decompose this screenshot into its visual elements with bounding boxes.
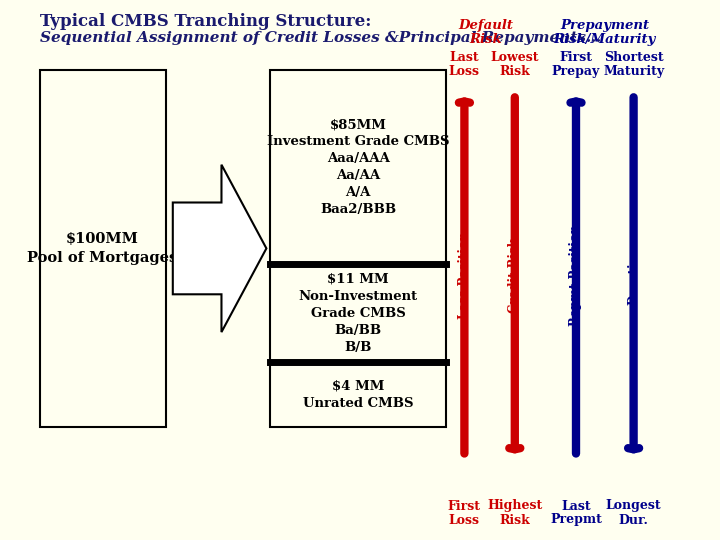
Text: Lowest
Risk: Lowest Risk (490, 51, 539, 78)
Bar (270, 70, 446, 265)
Bar (270, 362, 446, 427)
Text: Credit Risk: Credit Risk (508, 238, 521, 313)
Text: $100MM
Pool of Mortgages: $100MM Pool of Mortgages (27, 232, 178, 265)
Polygon shape (173, 165, 266, 332)
Text: $11 MM
Non-Investment
Grade CMBS
Ba/BB
B/B: $11 MM Non-Investment Grade CMBS Ba/BB B… (299, 273, 418, 354)
Bar (270, 70, 446, 427)
Text: Sequential Assignment of Credit Losses &Principal Repayments…: Sequential Assignment of Credit Losses &… (40, 31, 601, 45)
Text: Prepayment
Risk/Maturity: Prepayment Risk/Maturity (554, 19, 656, 46)
Bar (270, 265, 446, 362)
Bar (40, 70, 166, 427)
Text: First
Loss: First Loss (448, 500, 481, 526)
Text: Highest
Risk: Highest Risk (487, 500, 542, 526)
Text: Repmt Position: Repmt Position (570, 225, 582, 326)
Text: Shortest
Maturity: Shortest Maturity (603, 51, 664, 78)
Text: Last
Loss: Last Loss (449, 51, 480, 78)
Text: Loss Position: Loss Position (458, 232, 471, 319)
Text: Duration: Duration (627, 246, 640, 305)
Text: First
Prepay: First Prepay (552, 51, 600, 78)
Text: Longest
Dur.: Longest Dur. (606, 500, 662, 526)
Text: Typical CMBS Tranching Structure:: Typical CMBS Tranching Structure: (40, 14, 371, 30)
Text: $85MM
Investment Grade CMBS
Aaa/AAA
Aa/AA
A/A
Baa2/BBB: $85MM Investment Grade CMBS Aaa/AAA Aa/A… (267, 118, 449, 217)
Text: $4 MM
Unrated CMBS: $4 MM Unrated CMBS (303, 380, 413, 409)
Text: Last
Prepmt: Last Prepmt (550, 500, 602, 526)
Text: Default
Risk: Default Risk (459, 19, 513, 46)
